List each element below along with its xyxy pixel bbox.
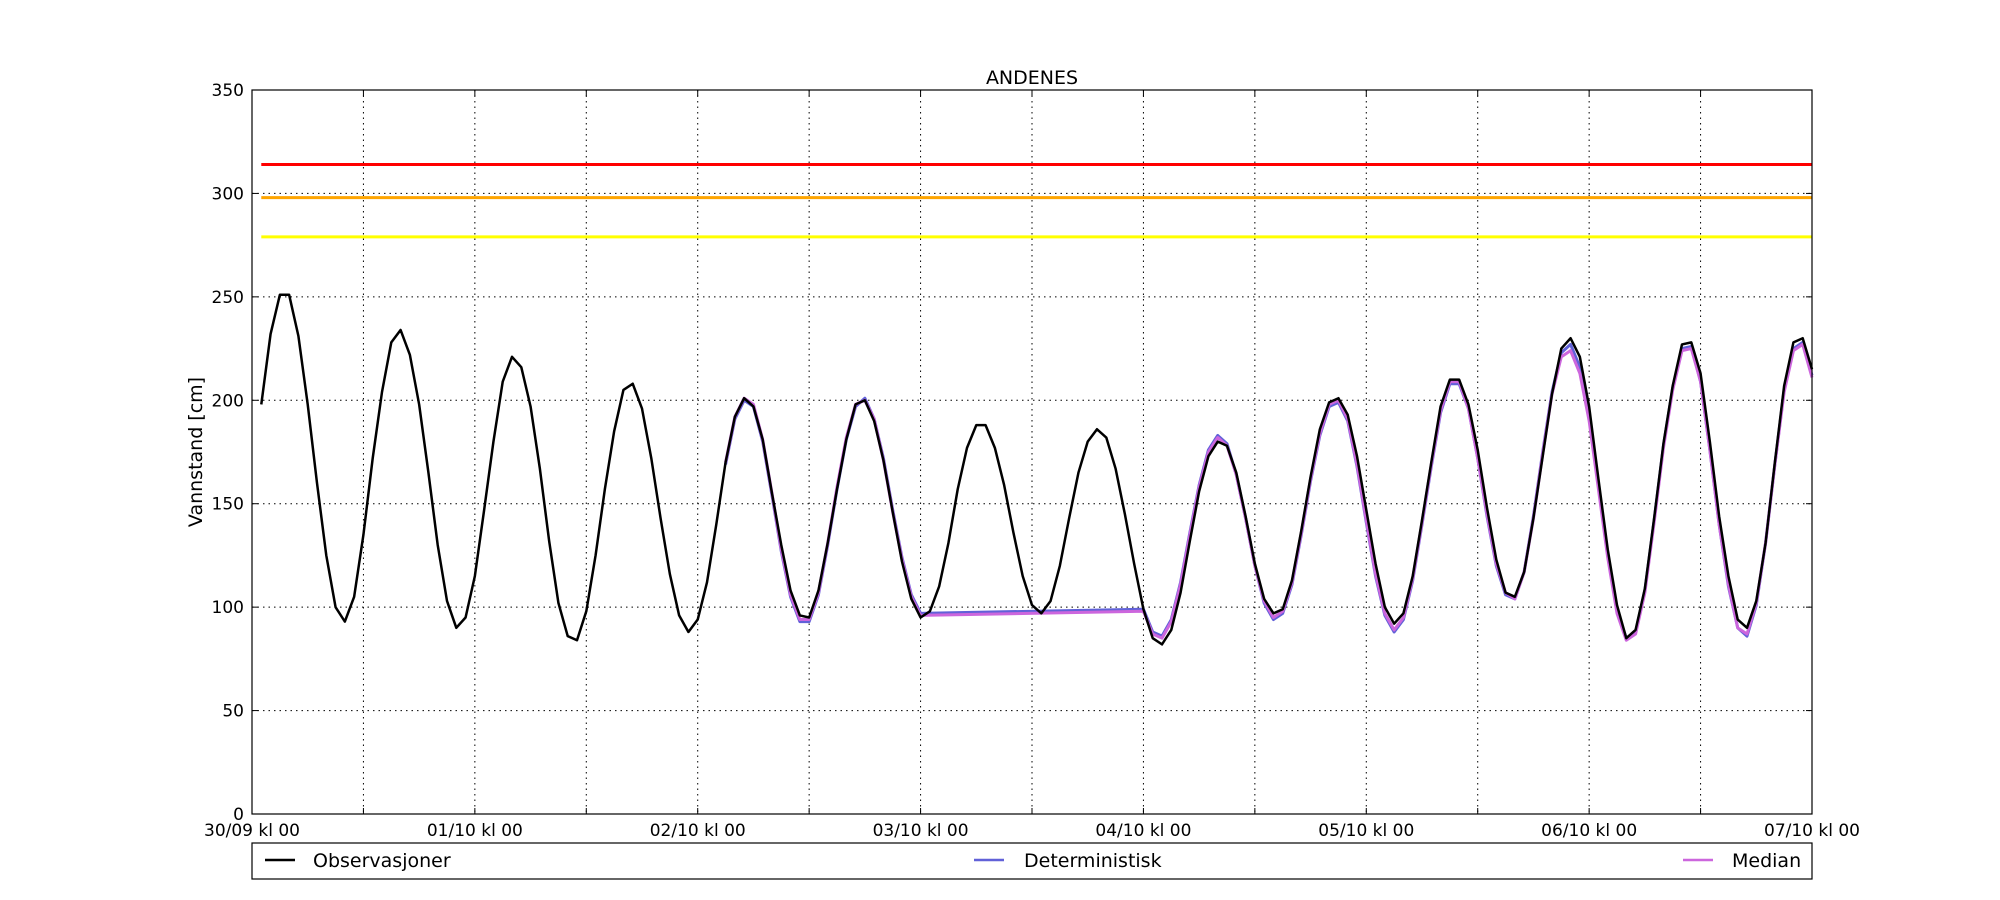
y-tick-label: 300: [212, 184, 244, 204]
y-tick-label: 250: [212, 288, 244, 308]
legend-label-deterministisk: Deterministisk: [1024, 850, 1162, 872]
legend: Observasjoner Deterministisk Median: [251, 842, 1813, 880]
y-tick-label: 150: [212, 495, 244, 515]
series-line-observasjoner: [260, 293, 1814, 646]
grid: [252, 90, 1812, 814]
x-tick-label: 30/09 kl 00: [204, 821, 300, 841]
x-tick-label: 07/10 kl 00: [1764, 821, 1860, 841]
series-lines: [260, 293, 1814, 646]
y-tick-label: 50: [222, 702, 244, 722]
chart-title: ANDENES: [986, 67, 1078, 89]
y-axis-label: Vannstand [cm]: [185, 377, 207, 527]
y-tick-label: 0: [233, 805, 244, 825]
x-tick-label: 02/10 kl 00: [650, 821, 746, 841]
x-tick-label: 04/10 kl 00: [1095, 821, 1191, 841]
y-tick-label: 100: [212, 598, 244, 618]
legend-label-observasjoner: Observasjoner: [313, 850, 451, 872]
legend-frame: [251, 842, 1813, 880]
threshold-lines: [261, 162, 1812, 239]
x-tick-label: 06/10 kl 00: [1541, 821, 1637, 841]
x-tick-label: 05/10 kl 00: [1318, 821, 1414, 841]
x-tick-label: 03/10 kl 00: [873, 821, 969, 841]
legend-label-median: Median: [1732, 850, 1801, 872]
axis-ticks: 0 50 100 150 200 250 300 350 30/09 kl 00 01/10 kl…: [204, 81, 1860, 841]
y-tick-label: 200: [212, 391, 244, 411]
y-tick-label: 350: [212, 81, 244, 101]
x-tick-label: 01/10 kl 00: [427, 821, 523, 841]
